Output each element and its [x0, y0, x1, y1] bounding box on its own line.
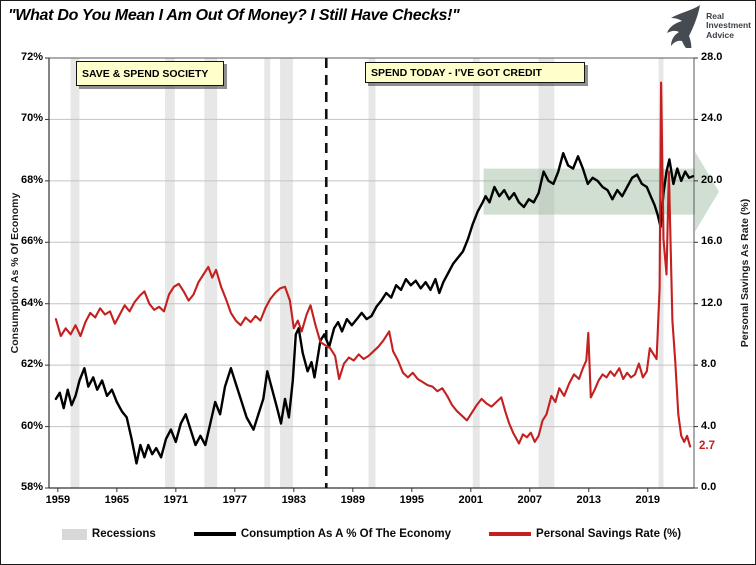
consumption-line-swatch	[193, 532, 236, 536]
logo-line-1: Real	[706, 10, 725, 21]
x-axis-tick: 1959	[45, 494, 71, 506]
legend: Recessions Consumption As A % Of The Eco…	[49, 528, 694, 540]
era-label-spend-today: SPEND TODAY - I'VE GOT CREDIT	[365, 62, 585, 83]
chart-title: "What Do You Mean I Am Out Of Money? I S…	[8, 7, 460, 24]
recession-band	[280, 58, 293, 488]
legend-label-consumption: Consumption As A % Of The Economy	[240, 528, 452, 540]
y-axis-tick-right: 8.0	[701, 358, 717, 371]
y-axis-tick-left: 58%	[20, 481, 43, 493]
recession-band	[538, 58, 555, 488]
recession-band	[658, 58, 664, 488]
recession-band-swatch	[61, 528, 87, 540]
x-axis-tick: 2013	[576, 494, 602, 506]
y-axis-tick-right: 20.0	[701, 173, 723, 186]
recession-band	[264, 58, 271, 488]
trend-arrow	[483, 151, 719, 232]
real-investment-advice-logo: Real Investment Advice	[662, 4, 751, 48]
recession-band	[165, 58, 175, 488]
era-label-save-and-spend: SAVE & SPEND SOCIETY	[76, 61, 224, 86]
y-axis-tick-right: 16.0	[701, 235, 723, 248]
y-axis-tick-left: 72%	[20, 51, 43, 63]
y-axis-tick-right: 0.0	[701, 481, 717, 493]
x-axis-tick: 2001	[458, 494, 484, 506]
era-label-save-and-spend-text: SAVE & SPEND SOCIETY	[82, 67, 209, 80]
y-axis-tick-left: 70%	[20, 112, 43, 125]
legend-label-savings: Personal Savings Rate (%)	[536, 528, 682, 540]
y-axis-tick-left: 66%	[20, 235, 43, 248]
x-axis-tick: 1977	[222, 494, 248, 506]
legend-item-consumption: Consumption As A % Of The Economy	[193, 528, 452, 540]
y-axis-tick-right: 28.0	[701, 51, 723, 63]
recession-band	[368, 58, 376, 488]
legend-label-recessions: Recessions	[91, 528, 156, 540]
y-axis-tick-left: 60%	[20, 419, 43, 432]
recession-band	[70, 58, 80, 488]
legend-item-recessions: Recessions	[61, 528, 156, 540]
savings-latest-value-label: 2.7	[699, 439, 715, 452]
x-axis-tick: 1995	[399, 494, 425, 506]
logo-line-3: Advice	[706, 29, 734, 40]
x-axis-tick: 1983	[281, 494, 307, 506]
era-label-spend-today-text: SPEND TODAY - I'VE GOT CREDIT	[371, 66, 542, 79]
recession-band	[472, 58, 480, 488]
consumption-line	[54, 151, 695, 465]
x-axis-tick: 2019	[635, 494, 661, 506]
logo-line-2: Investment	[706, 20, 751, 31]
y-axis-tick-left: 68%	[20, 173, 43, 186]
eagle-icon	[667, 5, 701, 48]
x-axis-tick: 1971	[163, 494, 189, 506]
x-axis-tick: 1965	[104, 494, 130, 506]
y-axis-tick-right: 24.0	[701, 112, 723, 125]
y-axis-tick-right: 4.0	[701, 419, 717, 432]
y-axis-tick-left: 62%	[20, 358, 43, 371]
y-axis-tick-left: 64%	[20, 296, 43, 309]
legend-item-savings: Personal Savings Rate (%)	[489, 528, 681, 540]
x-axis-tick: 1989	[340, 494, 366, 506]
savings-line-swatch	[489, 532, 532, 536]
x-axis-tick: 2007	[517, 494, 543, 506]
y-axis-tick-right: 12.0	[701, 296, 723, 309]
logo-text: Real Investment Advice	[706, 10, 751, 41]
savings-line	[54, 81, 692, 448]
